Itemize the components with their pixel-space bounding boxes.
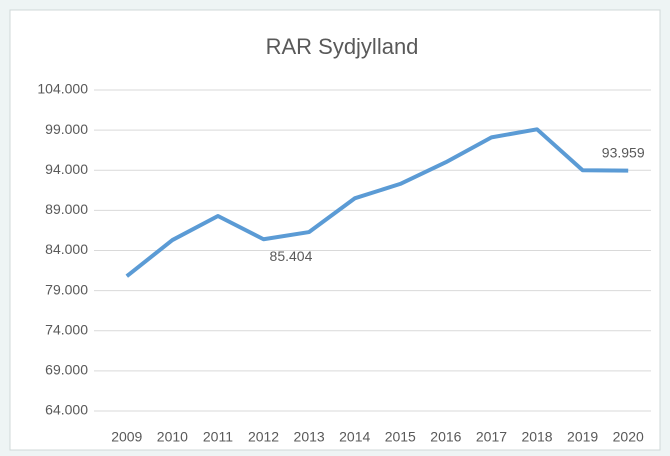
x-tick-label: 2017: [476, 429, 507, 445]
x-tick-label: 2016: [430, 429, 461, 445]
y-tick-label: 69.000: [45, 362, 88, 378]
y-tick-label: 89.000: [45, 201, 88, 217]
y-tick-label: 74.000: [45, 321, 88, 337]
y-tick-label: 79.000: [45, 281, 88, 297]
x-tick-label: 2014: [339, 429, 370, 445]
y-tick-label: 84.000: [45, 241, 88, 257]
y-tick-label: 104.000: [37, 81, 88, 97]
line: [125, 127, 629, 278]
x-tick-label: 2012: [248, 429, 279, 445]
x-tick-label: 2010: [157, 429, 188, 445]
x-tick-label: 2011: [203, 429, 233, 445]
y-tick-label: 99.000: [45, 121, 88, 137]
x-tick-label: 2019: [567, 429, 598, 445]
x-tick-label: 2009: [111, 429, 142, 445]
y-tick-label: 64.000: [45, 402, 88, 418]
chart-area: [9, 9, 661, 451]
data-label: 85.404: [270, 248, 313, 264]
x-tick-label: 2013: [294, 429, 325, 445]
x-tick-label: 2018: [521, 429, 552, 445]
x-tick-label: 2015: [385, 429, 416, 445]
y-tick-label: 94.000: [45, 161, 88, 177]
x-tick-label: 2020: [613, 429, 644, 445]
data-label: 93.959: [602, 144, 645, 160]
chart-title: RAR Sydjylland: [266, 34, 419, 59]
